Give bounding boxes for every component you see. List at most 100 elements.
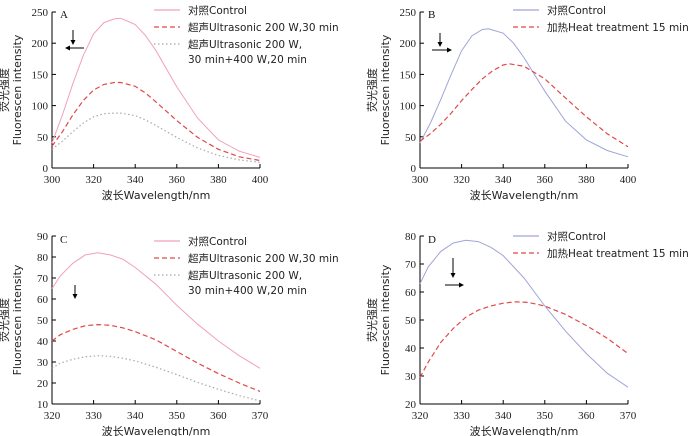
y-tick-label: 100	[32, 101, 49, 113]
series-line-1	[51, 252, 261, 369]
y-tick-label: 200	[400, 38, 417, 50]
y-tick-label: 80	[37, 252, 49, 264]
arrow-head-icon	[447, 47, 452, 53]
x-tick-label: 360	[169, 174, 186, 186]
y-tick-label: 90	[37, 231, 49, 243]
y-tick-label: 150	[32, 69, 49, 81]
x-tick-label: 320	[453, 174, 470, 186]
y-tick-label: 0	[43, 163, 49, 175]
panel-b: 300 320 340 360 380 400 0 50 100 150 200 250 B 波长Wave…	[365, 4, 689, 202]
y-tick-label: 250	[400, 7, 417, 19]
series-line-2	[51, 81, 261, 162]
y-tick-label: 40	[405, 343, 417, 355]
y-tick-label: 30	[37, 357, 49, 369]
x-tick-label: 300	[412, 174, 429, 186]
panel-label: D	[428, 234, 436, 246]
legend-label: 对照Control	[188, 235, 247, 248]
arrow-head-icon	[437, 42, 443, 47]
x-tick-label: 400	[620, 174, 637, 186]
panel-label: A	[60, 9, 68, 21]
y-tick-label: 80	[405, 231, 417, 243]
x-axis-label: 波长Wavelength/nm	[102, 425, 211, 436]
arrow-head-icon	[450, 273, 456, 278]
y-tick-label: 70	[37, 273, 49, 285]
panel-c: 320 330 340 350 360 370 10 20 30 40 50 60 70 80 90 C 波长W…	[0, 231, 339, 436]
legend-label: 超声Ultrasonic 200 W,	[188, 269, 302, 282]
y-tick-label: 0	[411, 163, 417, 175]
y-tick-label: 250	[32, 7, 49, 19]
legend-label: 30 min+400 W,20 min	[188, 285, 307, 297]
y-axis-label-cn: 荧光强度	[365, 68, 379, 112]
series-line-1	[51, 17, 261, 158]
legend-label: 超声Ultrasonic 200 W,30 min	[188, 21, 339, 34]
y-tick-label: 20	[37, 378, 49, 390]
series-line-2	[51, 323, 261, 392]
x-tick-label: 360	[210, 410, 227, 422]
series-line-1	[419, 28, 629, 158]
series-line-1	[419, 239, 629, 388]
legend-label: 加热Heat treatment 15 min	[547, 21, 689, 34]
y-tick-label: 100	[400, 101, 417, 113]
x-tick-label: 320	[412, 410, 429, 422]
legend-label: 超声Ultrasonic 200 W,	[188, 38, 302, 51]
arrow-head-icon	[459, 282, 464, 288]
legend-label: 超声Ultrasonic 200 W,30 min	[188, 252, 339, 265]
x-tick-label: 400	[252, 174, 269, 186]
legend-label: 30 min+400 W,20 min	[188, 54, 307, 66]
legend-label: 对照Control	[547, 4, 606, 17]
arrow-head-icon	[65, 45, 70, 51]
x-tick-label: 340	[127, 174, 144, 186]
y-axis-label-en: Fluorescen intensity	[11, 34, 24, 145]
y-tick-label: 50	[405, 132, 417, 144]
legend-label: 加热Heat treatment 15 min	[547, 247, 689, 260]
panel-d: 320 330 340 350 360 370 20 30 40 50 60 70 80 D 波长Wavel…	[365, 230, 689, 436]
y-tick-label: 50	[37, 315, 49, 327]
y-tick-label: 60	[37, 294, 49, 306]
y-tick-label: 200	[32, 38, 49, 50]
x-tick-label: 350	[169, 410, 186, 422]
y-tick-label: 50	[405, 315, 417, 327]
panel-a: 300 320 340 360 380 400 0 50 100 150 200 250 A 波长Wave…	[0, 4, 339, 202]
x-tick-label: 370	[620, 410, 637, 422]
y-axis-label-en: Fluorescen intensity	[11, 264, 24, 375]
x-tick-label: 350	[537, 410, 554, 422]
y-tick-label: 20	[405, 399, 417, 411]
arrow-head-icon	[72, 294, 78, 299]
y-axis-label-cn: 荧光强度	[0, 68, 11, 112]
series-line-2	[419, 63, 629, 148]
panel-label: C	[60, 234, 67, 246]
x-tick-label: 360	[537, 174, 554, 186]
series-line-3	[51, 112, 261, 163]
series-line-2	[419, 301, 629, 378]
y-tick-label: 30	[405, 371, 417, 383]
x-tick-label: 330	[85, 410, 102, 422]
x-axis-label: 波长Wavelength/nm	[102, 189, 211, 202]
legend-label: 对照Control	[547, 230, 606, 243]
y-axis-label-cn: 荧光强度	[0, 298, 11, 342]
x-axis-label: 波长Wavelength/nm	[470, 189, 579, 202]
x-tick-label: 330	[453, 410, 470, 422]
y-tick-label: 10	[37, 399, 49, 411]
y-axis-label-cn: 荧光强度	[365, 298, 379, 342]
panel-label: B	[428, 9, 435, 21]
y-axis-label-en: Fluorescen intensity	[379, 264, 392, 375]
y-axis-label-en: Fluorescen intensity	[379, 34, 392, 145]
y-tick-label: 40	[37, 336, 49, 348]
x-tick-label: 380	[210, 174, 227, 186]
x-axis-label: 波长Wavelength/nm	[470, 425, 579, 436]
series-line-3	[51, 355, 261, 402]
arrow-head-icon	[70, 40, 76, 45]
y-tick-label: 60	[405, 287, 417, 299]
x-tick-label: 340	[495, 410, 512, 422]
y-tick-label: 50	[37, 132, 49, 144]
x-tick-label: 320	[44, 410, 61, 422]
x-tick-label: 360	[578, 410, 595, 422]
x-tick-label: 340	[127, 410, 144, 422]
x-tick-label: 300	[44, 174, 61, 186]
x-tick-label: 380	[578, 174, 595, 186]
y-tick-label: 150	[400, 69, 417, 81]
x-tick-label: 370	[252, 410, 269, 422]
x-tick-label: 320	[85, 174, 102, 186]
y-tick-label: 70	[405, 259, 417, 271]
